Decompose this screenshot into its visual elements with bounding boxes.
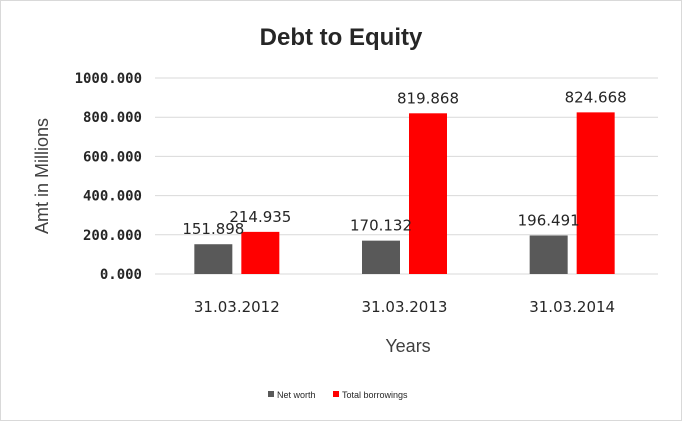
x-axis-title: Years: [385, 336, 430, 356]
x-tick-label: 31.03.2012: [194, 298, 280, 316]
bar-net-worth: [362, 240, 400, 274]
bar-net-worth: [529, 235, 568, 274]
y-tick-label: 1000.000: [75, 71, 142, 87]
data-label: 151.898: [182, 220, 244, 238]
legend-label-net-worth: Net worth: [277, 390, 316, 400]
y-tick-label: 0.000: [100, 267, 142, 283]
x-tick-labels: 31.03.2012 31.03.2013 31.03.2014: [194, 298, 615, 316]
bars: [194, 112, 615, 274]
data-label: 170.132: [350, 217, 412, 235]
legend-swatch-net-worth: [268, 391, 274, 397]
x-tick-label: 31.03.2013: [362, 298, 448, 316]
legend-swatch-total-borrowings: [333, 391, 339, 397]
y-tick-label: 400.000: [83, 189, 142, 205]
y-tick-label: 200.000: [83, 228, 142, 244]
chart-title: Debt to Equity: [260, 24, 423, 51]
y-tick-label: 600.000: [83, 149, 142, 165]
data-label: 819.868: [397, 89, 459, 107]
y-axis-title: Amt in Millions: [32, 118, 52, 234]
bar-total-borrowings: [241, 231, 280, 274]
data-label: 824.668: [565, 88, 627, 106]
x-tick-label: 31.03.2014: [529, 298, 615, 316]
bar-net-worth: [194, 244, 233, 274]
y-tick-labels: 0.000 200.000 400.000 600.000 800.000 1000.00…: [75, 71, 142, 283]
gridlines: [155, 77, 658, 275]
legend-label-total-borrowings: Total borrowings: [342, 390, 408, 400]
y-tick-label: 800.000: [83, 110, 142, 126]
bar-total-borrowings: [576, 112, 615, 274]
bar-total-borrowings: [409, 113, 447, 274]
data-label: 196.491: [518, 211, 580, 229]
data-label: 214.935: [229, 208, 291, 226]
legend: Net worth Total borrowings: [268, 390, 408, 400]
